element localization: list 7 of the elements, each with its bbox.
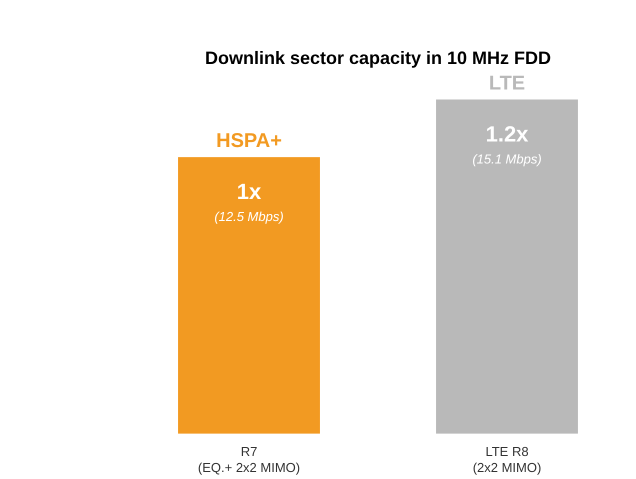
data-label: 1x (12.5 Mbps)	[214, 179, 284, 224]
x-tick-label: LTE R8 (2x2 MIMO)	[472, 444, 542, 475]
chart-title: Downlink sector capacity in 10 MHz FDD	[204, 48, 552, 68]
x-tick-label: R7 (EQ.+ 2x2 MIMO)	[198, 444, 300, 475]
annotation: HSPA+	[216, 130, 282, 152]
annotation: LTE	[488, 72, 526, 95]
data-label: 1.2x (15.1 Mbps)	[472, 122, 542, 167]
